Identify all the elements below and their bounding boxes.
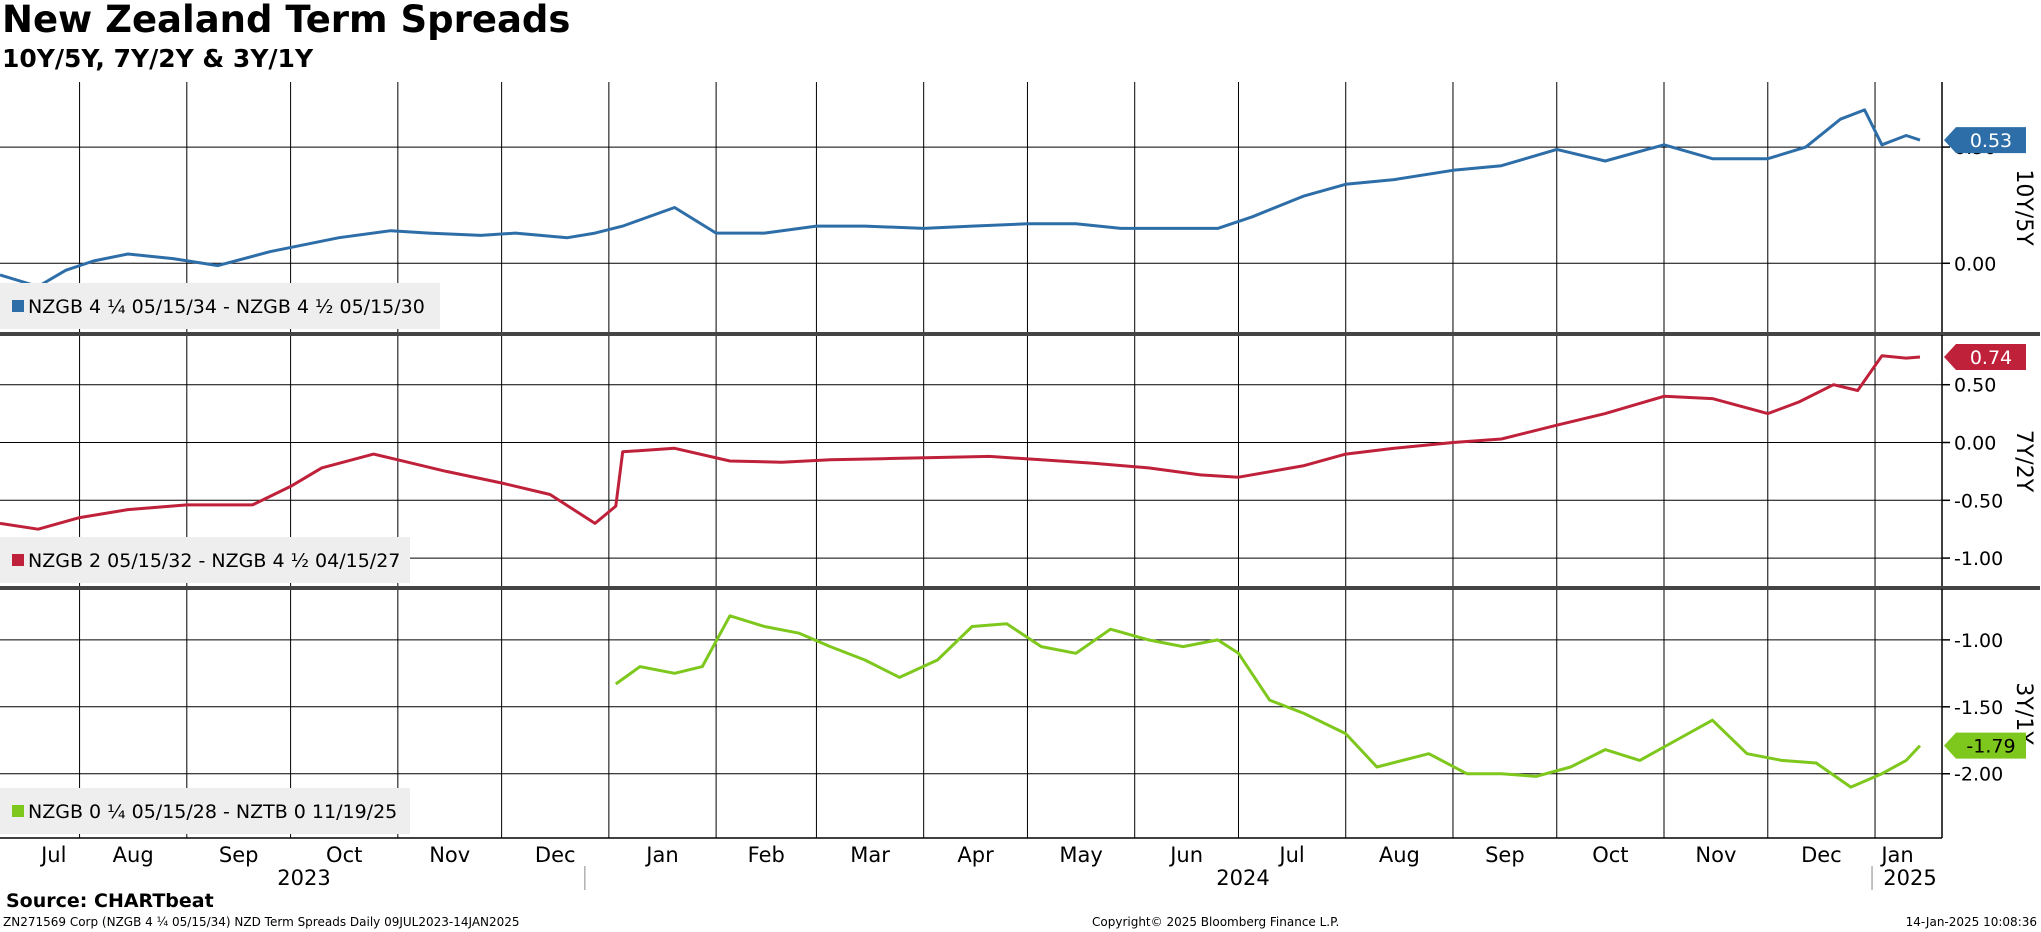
legend-box [0,788,410,834]
y-tick-label: -1.00 [1954,630,2003,652]
y-tick-label: 0.50 [1954,375,1996,397]
x-month-label: Nov [1695,843,1736,867]
chart-title: New Zealand Term Spreads [2,0,571,41]
chart-subtitle: 10Y/5Y, 7Y/2Y & 3Y/1Y [2,44,314,73]
x-month-label: Aug [113,843,154,867]
legend-swatch [12,805,24,817]
legend-box [0,537,410,583]
x-month-label: Mar [850,843,890,867]
x-month-label: Sep [1485,843,1525,867]
x-month-label: Sep [219,843,259,867]
x-month-label: Oct [326,843,362,867]
x-month-label: Dec [1801,843,1842,867]
x-month-label: Jan [1879,843,1913,867]
x-month-label: Nov [429,843,470,867]
legend-label: NZGB 4 ¼ 05/15/34 - NZGB 4 ½ 05/15/30 [28,296,425,318]
x-month-label: Feb [748,843,785,867]
last-value-tag [1944,343,2026,370]
series-line [0,108,1921,288]
x-year-label: 2023 [277,866,330,890]
x-month-label: Oct [1592,843,1628,867]
y-tick-label: -1.50 [1954,697,2003,719]
y-tick-label: 0.00 [1954,433,1996,455]
legend-box [0,283,440,329]
x-year-label: 2025 [1883,866,1936,890]
x-year-label: 2024 [1216,866,1269,890]
footer-copyright: Copyright© 2025 Bloomberg Finance L.P. [1092,915,1340,929]
legend-label: NZGB 0 ¼ 05/15/28 - NZTB 0 11/19/25 [28,801,397,823]
y-tick-label: -1.00 [1954,548,2003,570]
x-month-label: Jun [1168,843,1203,867]
legend-swatch [12,300,24,312]
legend-label: NZGB 2 05/15/32 - NZGB 4 ½ 04/15/27 [28,550,400,572]
y-tick-label: -0.50 [1954,490,2003,512]
panel-label: 7Y/2Y [2011,430,2036,493]
legend-swatch [12,554,24,566]
last-value-label: -1.79 [1966,736,2015,758]
panel-label: 10Y/5Y [2011,169,2036,246]
x-month-label: Jan [644,843,678,867]
y-tick-label: 0.00 [1954,253,1996,275]
last-value-tag [1944,732,2026,759]
x-month-label: Jul [39,843,66,867]
series-line [0,354,1921,531]
last-value-tag [1944,127,2026,154]
x-month-label: Dec [535,843,576,867]
last-value-label: 0.74 [1970,347,2012,369]
y-tick-label: -2.00 [1954,764,2003,786]
x-month-label: Apr [957,843,994,867]
x-month-label: Jul [1277,843,1304,867]
x-month-label: May [1059,843,1102,867]
x-month-label: Aug [1379,843,1420,867]
footer-ticker: ZN271569 Corp (NZGB 4 ¼ 05/15/34) NZD Te… [3,915,520,929]
footer-timestamp: 14-Jan-2025 10:08:36 [1905,915,2037,929]
series-line [614,614,1922,789]
last-value-label: 0.53 [1970,130,2012,152]
source-label: Source: CHARTbeat [6,890,214,912]
